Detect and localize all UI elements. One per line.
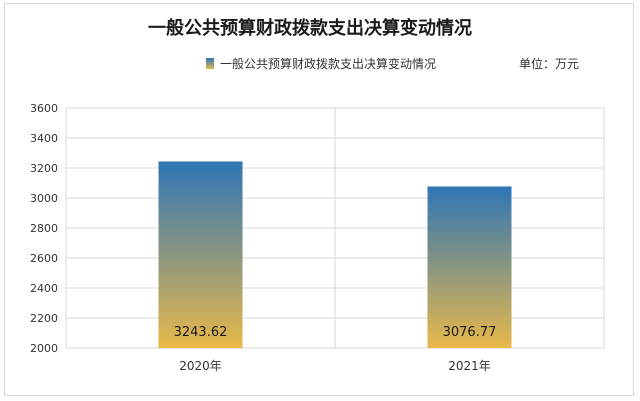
bar bbox=[427, 186, 512, 348]
unit-label: 单位：万元 bbox=[519, 57, 580, 71]
x-tick-label: 2021年 bbox=[448, 359, 491, 373]
y-tick-label: 2800 bbox=[30, 222, 58, 235]
y-tick-label: 2400 bbox=[30, 282, 58, 295]
y-tick-label: 3000 bbox=[30, 192, 58, 205]
data-label: 3243.62 bbox=[174, 325, 228, 340]
chart-frame bbox=[4, 3, 634, 396]
y-tick-label: 2000 bbox=[30, 342, 58, 355]
legend-swatch bbox=[206, 57, 214, 69]
y-tick-label: 3600 bbox=[30, 102, 58, 115]
y-tick-label: 3400 bbox=[30, 132, 58, 145]
y-tick-label: 2200 bbox=[30, 312, 58, 325]
x-tick-label: 2020年 bbox=[179, 359, 222, 373]
chart-title: 一般公共预算财政拨款支出决算变动情况 bbox=[148, 18, 472, 39]
data-label: 3076.77 bbox=[443, 325, 497, 340]
chart-legend: 一般公共预算财政拨款支出决算变动情况 bbox=[206, 55, 436, 71]
y-tick-label: 3200 bbox=[30, 162, 58, 175]
legend-label: 一般公共预算财政拨款支出决算变动情况 bbox=[220, 56, 437, 71]
bar bbox=[158, 161, 243, 348]
y-tick-label: 2600 bbox=[30, 252, 58, 265]
